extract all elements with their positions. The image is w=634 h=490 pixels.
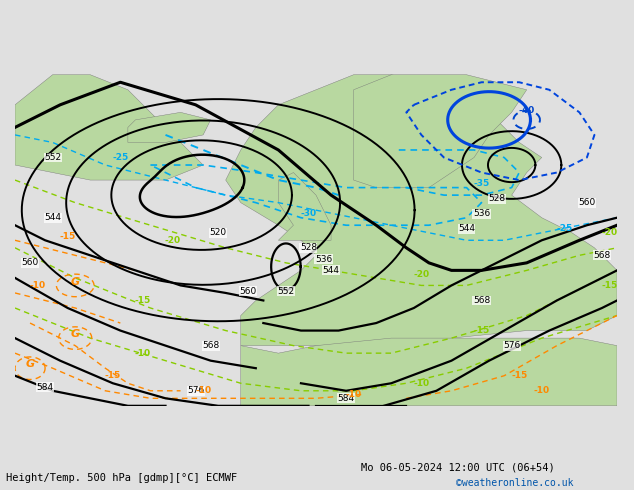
Text: -20: -20 (602, 228, 618, 237)
Text: 568: 568 (202, 341, 219, 350)
Text: -30: -30 (301, 209, 316, 219)
Text: -35: -35 (474, 179, 489, 188)
Text: 544: 544 (44, 213, 61, 222)
Text: -40: -40 (519, 105, 535, 115)
Text: -15: -15 (511, 371, 527, 380)
Text: 584: 584 (37, 383, 54, 392)
Text: 560: 560 (578, 198, 595, 207)
Text: 568: 568 (593, 251, 611, 260)
Text: 544: 544 (323, 266, 340, 275)
Text: ©weatheronline.co.uk: ©weatheronline.co.uk (456, 478, 574, 488)
Polygon shape (15, 74, 203, 180)
Text: -15: -15 (135, 296, 151, 305)
Text: 568: 568 (473, 296, 490, 305)
Text: G: G (70, 277, 80, 287)
Text: 552: 552 (277, 287, 294, 296)
Text: G: G (25, 360, 35, 369)
Text: -10: -10 (534, 386, 550, 395)
Text: -10: -10 (135, 349, 151, 358)
Text: 528: 528 (300, 244, 317, 252)
Polygon shape (226, 74, 617, 345)
Text: 576: 576 (503, 341, 521, 350)
Text: -15: -15 (602, 281, 618, 290)
Text: -10: -10 (30, 281, 46, 290)
Text: 576: 576 (187, 386, 204, 395)
Text: -15: -15 (474, 326, 489, 335)
Text: -25: -25 (112, 153, 129, 162)
Text: -20: -20 (165, 236, 181, 245)
Polygon shape (128, 112, 210, 143)
Text: -20: -20 (413, 270, 429, 279)
Text: 520: 520 (210, 228, 227, 237)
Text: -15: -15 (105, 371, 121, 380)
Text: -10: -10 (346, 390, 361, 399)
Text: 560: 560 (240, 287, 257, 296)
Polygon shape (278, 172, 331, 240)
Text: 560: 560 (22, 258, 39, 268)
Text: -10: -10 (413, 379, 429, 388)
Text: -15: -15 (60, 232, 76, 241)
Text: -10: -10 (195, 386, 211, 395)
Polygon shape (241, 338, 617, 406)
Text: 536: 536 (315, 255, 332, 264)
Polygon shape (354, 74, 527, 188)
Text: 528: 528 (488, 195, 505, 203)
Text: -25: -25 (556, 224, 573, 234)
Text: Mo 06-05-2024 12:00 UTC (06+54): Mo 06-05-2024 12:00 UTC (06+54) (361, 463, 555, 473)
Text: 584: 584 (337, 394, 354, 403)
Text: G: G (70, 329, 80, 340)
Text: 536: 536 (473, 209, 490, 219)
Text: Height/Temp. 500 hPa [gdmp][°C] ECMWF: Height/Temp. 500 hPa [gdmp][°C] ECMWF (6, 473, 238, 483)
Text: 552: 552 (44, 153, 61, 162)
Text: 544: 544 (458, 224, 475, 234)
